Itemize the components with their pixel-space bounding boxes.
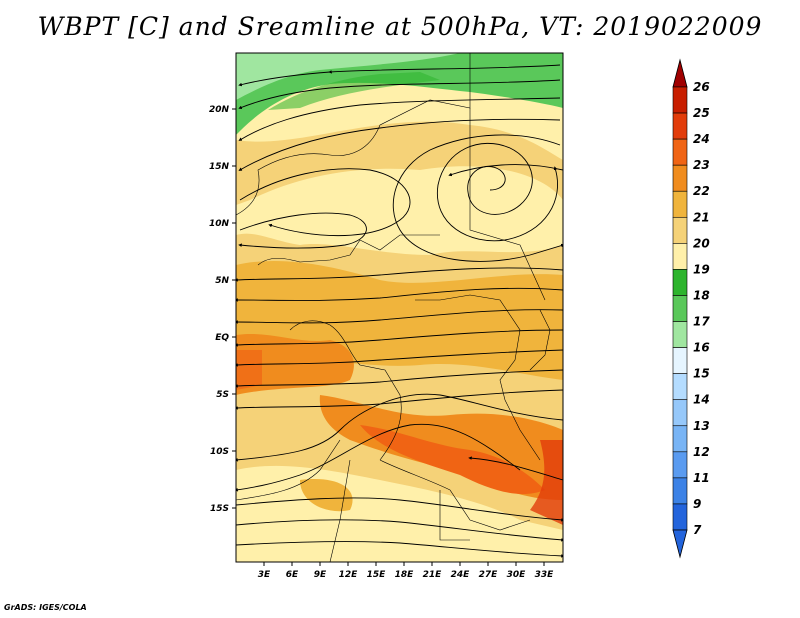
- colorbar-level-label: 13: [693, 419, 710, 433]
- lat-label: 15S: [210, 504, 229, 514]
- wbpt-23c-south: [360, 425, 545, 495]
- lon-label: 21E: [423, 570, 443, 580]
- lon-label: 3E: [258, 570, 271, 580]
- colorbar-level-label: 17: [693, 315, 710, 329]
- colorbar-level-label: 24: [693, 132, 710, 146]
- colorbar-level-label: 15: [693, 367, 710, 381]
- lon-label: 27E: [479, 570, 499, 580]
- streamlines: [236, 64, 563, 558]
- latitude-axis: 20N 15N 10N 5N EQ 5S 10S 15S: [209, 105, 236, 514]
- colorbar-level-label: 7: [693, 523, 702, 537]
- colorbar-level-label: 26: [693, 80, 710, 94]
- colorbar-level-label: 21: [693, 210, 710, 224]
- colorbar-swatch: [672, 164, 688, 192]
- colorbar-level-label: 16: [693, 341, 710, 355]
- grads-credit: GrADS: IGES/COLA: [4, 603, 87, 612]
- lat-label: EQ: [215, 333, 229, 343]
- colorbar-level-label: 25: [693, 106, 710, 120]
- colorbar-swatch: [672, 425, 688, 453]
- colorbar-swatch: [672, 269, 688, 296]
- colorbar-swatch: [672, 373, 688, 401]
- colorbar-swatch: [672, 216, 688, 244]
- lon-label: 24E: [451, 570, 471, 580]
- lon-label: 9E: [314, 570, 327, 580]
- wbpt-19c-central: [236, 166, 563, 255]
- lat-label: 10N: [209, 219, 230, 229]
- country-borders: [236, 53, 551, 562]
- lon-label: 18E: [395, 570, 415, 580]
- lon-label: 30E: [507, 570, 527, 580]
- map-frame: [235, 52, 564, 563]
- colorbar-swatch: [672, 477, 688, 505]
- lat-label: 10S: [210, 447, 229, 457]
- wbpt-18c-patch: [268, 72, 440, 110]
- lat-label: 5N: [215, 276, 229, 286]
- colorbar: 26 25 24 23 22 21 20 19 18 17 16 15 14 13 12 11 9 7: [672, 58, 710, 559]
- wbpt-16c-north: [236, 53, 460, 100]
- colorbar-swatch: [672, 451, 688, 479]
- lon-label: 15E: [367, 570, 387, 580]
- wbpt-24c-east: [530, 440, 563, 525]
- colorbar-swatch: [672, 295, 688, 322]
- map-plot: [236, 53, 563, 562]
- colorbar-swatch: [672, 138, 688, 166]
- colorbar-swatch: [672, 190, 688, 218]
- map-title: WBPT [C] and Sreamline at 500hPa, VT: 20…: [37, 12, 763, 41]
- colorbar-swatch: [672, 321, 688, 348]
- colorbar-swatch: [672, 243, 688, 270]
- colorbar-level-label: 14: [693, 393, 710, 407]
- colorbar-level-label: 9: [693, 497, 701, 511]
- lon-label: 33E: [535, 570, 555, 580]
- colorbar-level-label: 22: [693, 184, 710, 198]
- lat-label: 20N: [209, 105, 230, 115]
- colorbar-level-label: 19: [693, 262, 710, 276]
- colorbar-min-triangle: [672, 529, 688, 559]
- lon-label: 12E: [339, 570, 359, 580]
- colorbar-swatch: [672, 112, 688, 140]
- colorbar-swatch: [672, 503, 688, 531]
- colorbar-max-triangle: [672, 58, 688, 88]
- colorbar-level-label: 11: [693, 471, 710, 485]
- colorbar-swatch: [672, 86, 688, 114]
- lon-label: 6E: [286, 570, 299, 580]
- colorbar-swatch: [672, 347, 688, 374]
- colorbar-level-label: 12: [693, 445, 710, 459]
- wbpt-23c-west: [236, 350, 262, 390]
- longitude-axis: 3E 6E 9E 12E 15E 18E 21E 24E 27E 30E 33E: [258, 562, 554, 580]
- lat-label: 15N: [209, 162, 230, 172]
- wbpt-21c-patch: [300, 479, 353, 512]
- colorbar-level-label: 20: [693, 236, 710, 250]
- colorbar-swatch: [672, 399, 688, 427]
- colorbar-level-label: 18: [693, 288, 710, 302]
- lat-label: 5S: [216, 390, 229, 400]
- colorbar-level-label: 23: [693, 158, 710, 172]
- wbpt-22c-west: [236, 333, 354, 395]
